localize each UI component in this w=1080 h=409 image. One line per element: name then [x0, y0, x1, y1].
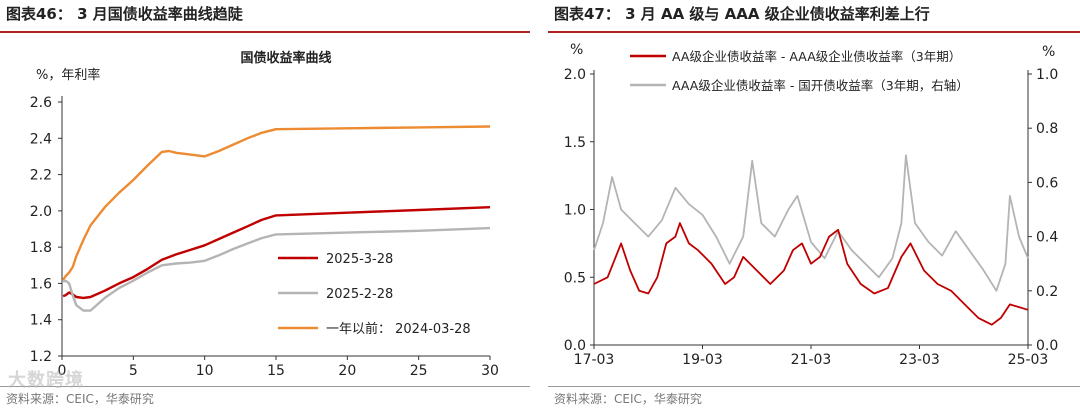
y-tick-label-left-1-5: 1.5 [564, 135, 586, 151]
x-tick-label-0: 0 [58, 363, 67, 379]
legend-label-1: AAA级企业债收益率 - 国开债收益率（3年期，右轴） [672, 78, 969, 93]
yield-curve-chart: 国债收益率曲线 %，年利率 1.2 1.4 1.6 1.8 2.0 2.2 2.4 2.6 0 5 10… [30, 50, 499, 379]
x-tick-label-17-03: 17-03 [574, 352, 615, 368]
y-tick-label-right-0-0: 0.0 [1036, 338, 1058, 354]
legend-label-2: 一年以前： 2024-03-28 [326, 321, 471, 337]
watermark-text: 大数跨境 [8, 370, 84, 391]
series-line-2 [62, 125, 491, 281]
x-tick-label-10: 10 [196, 363, 214, 379]
y-tick-label-1-4: 1.4 [30, 313, 52, 329]
y-tick-label-1-8: 1.8 [30, 240, 52, 256]
series-line-1 [593, 154, 1029, 292]
x-tick-label-25-03: 25-03 [1008, 352, 1049, 368]
figure-panel-credit-spread: 图表47： 3 月 AA 级与 AAA 级企业债收益率利差上行 %% 0.0 0.5… [548, 0, 1080, 409]
series-line-0 [62, 206, 491, 300]
figure-title: 图表47： 3 月 AA 级与 AAA 级企业债收益率利差上行 [554, 5, 930, 23]
y-tick-label-right-0-6: 0.6 [1036, 175, 1058, 191]
y-axis-label-right: % [1042, 44, 1055, 60]
figure-panel-yield-curve: 图表46： 3 月国债收益率曲线趋陡 国债收益率曲线 %，年利率 1.2 1.4 1.6… [0, 0, 530, 409]
y-tick-label-2-0: 2.0 [30, 204, 52, 220]
y-tick-label-1-2: 1.2 [30, 349, 52, 365]
y-tick-label-1-6: 1.6 [30, 276, 52, 292]
x-tick-label-23-03: 23-03 [899, 352, 940, 368]
y-tick-label-left-2-0: 2.0 [564, 67, 586, 83]
x-tick-label-19-03: 19-03 [682, 352, 723, 368]
y-tick-label-2-6: 2.6 [30, 95, 52, 111]
y-tick-label-right-1-0: 1.0 [1036, 67, 1058, 83]
y-tick-label-2-4: 2.4 [30, 131, 52, 147]
source-divider [548, 386, 1080, 387]
source-note: 资料来源：CEIC，华泰研究 [554, 392, 702, 406]
y-tick-label-right-0-4: 0.4 [1036, 230, 1058, 246]
x-tick-label-15: 15 [267, 363, 285, 379]
y-tick-label-right-0-8: 0.8 [1036, 121, 1058, 137]
legend-label-0: AA级企业债收益率 - AAA级企业债收益率（3年期） [672, 49, 961, 64]
y-tick-label-right-0-2: 0.2 [1036, 284, 1058, 300]
x-tick-label-30: 30 [481, 363, 499, 379]
legend-label-0: 2025-3-28 [326, 252, 393, 267]
watermark-logo: 大数跨境 [8, 366, 84, 392]
series-line-0 [593, 222, 1029, 326]
x-tick-label-21-03: 21-03 [791, 352, 832, 368]
x-tick-label-25: 25 [410, 363, 428, 379]
legend-label-1: 2025-2-28 [326, 287, 393, 302]
y-tick-label-left-1-0: 1.0 [564, 203, 586, 219]
x-tick-label-5: 5 [129, 363, 138, 379]
title-rule [548, 31, 1080, 33]
x-tick-label-20: 20 [338, 363, 356, 379]
y-tick-label-2-2: 2.2 [30, 168, 52, 184]
figure-title: 图表46： 3 月国债收益率曲线趋陡 [6, 5, 243, 23]
y-axis-label: %，年利率 [36, 67, 100, 83]
title-rule [0, 31, 530, 33]
y-tick-label-left-0-0: 0.0 [564, 338, 586, 354]
source-divider [0, 386, 530, 387]
credit-spread-chart: % % 0.0 0.5 1.0 1.5 2.0 0.0 0.2 0.4 0.6 0.8 1.0 17-03… [564, 42, 1059, 368]
y-tick-label-left-0-5: 0.5 [564, 270, 586, 286]
chart-title: 国债收益率曲线 [240, 50, 331, 66]
y-axis-label-left: % [570, 42, 583, 58]
source-note: 资料来源：CEIC，华泰研究 [6, 392, 154, 406]
series-line-1 [62, 226, 491, 312]
